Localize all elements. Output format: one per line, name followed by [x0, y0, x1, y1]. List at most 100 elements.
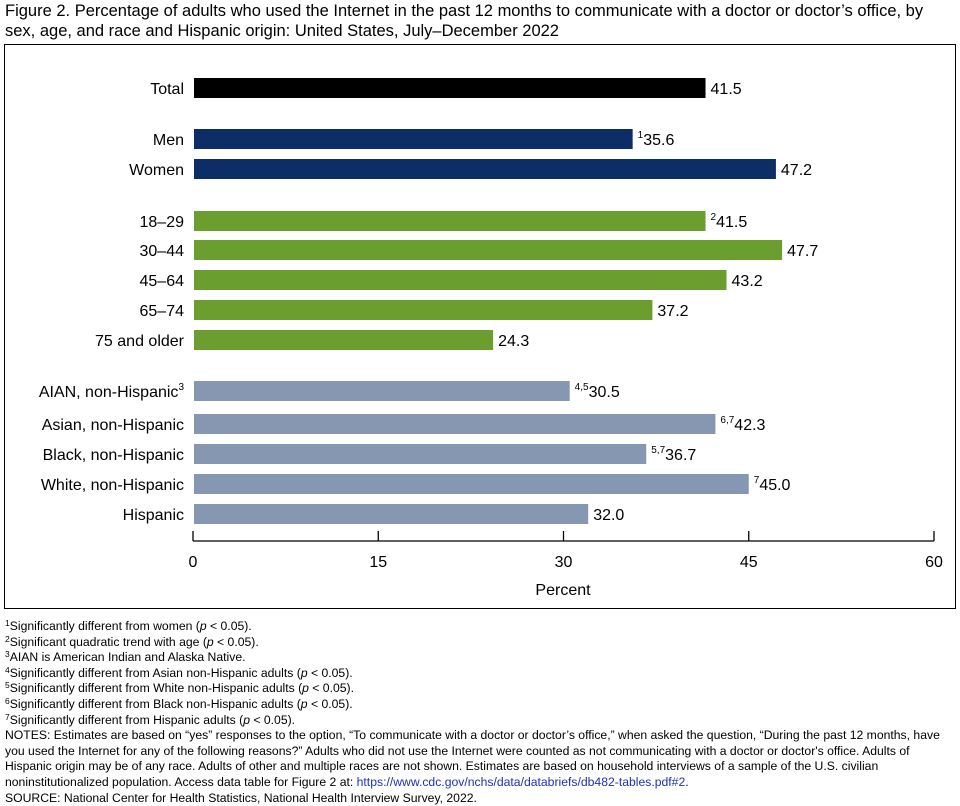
figure-title: Figure 2. Percentage of adults who used … [5, 2, 924, 40]
bar-age [194, 300, 653, 320]
category-label: Asian, non-Hispanic [42, 417, 184, 434]
footnote-marker: 5 [5, 680, 10, 691]
notes-section: 1Significantly different from women (p <… [5, 619, 955, 806]
data-table-link[interactable]: https://www.cdc.gov/nchs/data/databriefs… [356, 774, 686, 789]
bar-sex [194, 129, 633, 149]
value-label: 6,742.3 [720, 415, 765, 434]
bar-group: 45–64 43.2 [140, 270, 763, 290]
bar-group: 75 and older 24.3 [95, 330, 529, 350]
bar-race [194, 474, 749, 494]
value-label: 47.7 [787, 243, 818, 260]
value-label: 37.2 [657, 303, 688, 320]
p-symbol: p [199, 619, 207, 633]
bar-age [194, 330, 494, 350]
footnote-marker: 7 [5, 711, 10, 722]
footnote: 1Significantly different from women (p <… [5, 618, 252, 633]
footnote-marker: 3 [5, 649, 10, 660]
value-label: 41.5 [711, 81, 742, 98]
footnote-marker: 1 [5, 618, 10, 628]
category-label: Women [129, 162, 184, 179]
category-label: Men [153, 132, 184, 149]
value-number: 35.6 [643, 132, 674, 149]
footnote: 3AIAN is American Indian and Alaska Nati… [5, 649, 246, 665]
bar-age [194, 240, 783, 260]
category-label: 45–64 [140, 273, 185, 290]
value-superscript: 6,7 [720, 415, 734, 426]
notes-text: NOTES: Estimates are based on “yes” resp… [5, 728, 940, 789]
value-number: 30.5 [589, 384, 620, 401]
value-number: 41.5 [716, 214, 747, 231]
bar-group: 65–74 37.2 [140, 300, 689, 320]
notes-paragraph: NOTES: Estimates are based on “yes” resp… [5, 728, 955, 790]
value-label: 5,736.7 [651, 445, 696, 464]
value-label: 4,530.5 [575, 382, 620, 401]
bar-group: 30–44 47.7 [140, 240, 818, 260]
value-number: 42.3 [734, 417, 765, 434]
bar-age [194, 270, 727, 290]
x-tick-label: 45 [740, 554, 758, 571]
category-label: Total [150, 81, 184, 98]
bar-group: Men 135.6 [153, 129, 675, 149]
bar-group: Women 47.2 [129, 159, 812, 179]
value-label: 32.0 [593, 507, 624, 524]
notes-end: . [685, 774, 689, 789]
bar-race [194, 414, 716, 434]
category-label: 30–44 [140, 243, 185, 260]
bar-race [194, 444, 647, 464]
value-label: 47.2 [781, 162, 812, 179]
category-label: Black, non-Hispanic [43, 447, 184, 464]
x-tick-label: 0 [189, 554, 198, 571]
category-label: 65–74 [140, 303, 185, 320]
bar-group: White, non-Hispanic 745.0 [41, 474, 791, 494]
value-superscript: 1 [638, 130, 644, 141]
x-tick-label: 60 [925, 554, 943, 571]
bar-group: Black, non-Hispanic 5,736.7 [43, 444, 696, 464]
bar-group: AIAN, non-Hispanic3 4,530.5 [39, 381, 620, 401]
value-label: 745.0 [754, 475, 791, 494]
p-symbol: p [300, 665, 308, 680]
bar-group: Total 41.5 [150, 78, 742, 98]
chart-frame: Total 41.5 Men 135.6 Women 47.2 18–29 241.5 30–4… [4, 44, 956, 609]
footnotes-list: 1Significantly different from women (p <… [5, 619, 955, 728]
bar-group: Hispanic 32.0 [123, 504, 624, 524]
p-symbol: p [302, 681, 309, 696]
category-label: 18–29 [140, 214, 185, 231]
value-label: 43.2 [732, 273, 763, 290]
value-superscript: 5,7 [651, 445, 665, 456]
category-label: White, non-Hispanic [41, 477, 184, 494]
footnote-marker: 2 [5, 633, 10, 644]
p-symbol: p [243, 712, 250, 727]
category-label: Hispanic [123, 507, 184, 524]
value-number: 45.0 [759, 477, 790, 494]
value-superscript: 2 [711, 212, 717, 223]
footnote: 7Significantly different from Hispanic a… [5, 711, 296, 727]
footnote: 6Significantly different from Black non-… [5, 695, 353, 711]
bar-group: Asian, non-Hispanic 6,742.3 [42, 414, 766, 434]
footnote: 2Significant quadratic trend with age (p… [5, 633, 259, 649]
x-axis-title: Percent [535, 582, 591, 599]
footnote: 4Significantly different from Asian non-… [5, 664, 353, 680]
value-number: 36.7 [665, 447, 696, 464]
category-label: AIAN, non-Hispanic3 [39, 382, 185, 401]
category-label: 75 and older [95, 333, 185, 350]
footnote: 5Significantly different from White non-… [5, 680, 354, 696]
bar-age [194, 211, 706, 231]
bar-sex [194, 159, 776, 179]
bar-group: 18–29 241.5 [140, 211, 748, 231]
bar-total [194, 78, 706, 98]
x-tick-label: 15 [369, 554, 387, 571]
bar-race [194, 381, 570, 401]
bar-race [194, 504, 589, 524]
source-line: SOURCE: National Center for Health Stati… [5, 790, 477, 805]
x-tick-label: 30 [555, 554, 573, 571]
p-symbol: p [206, 634, 214, 649]
value-label: 241.5 [711, 212, 748, 231]
value-superscript: 7 [754, 475, 760, 486]
value-label: 24.3 [498, 333, 529, 350]
label-superscript: 3 [178, 382, 184, 393]
p-symbol: p [300, 696, 308, 711]
footnote-marker: 6 [5, 695, 10, 706]
value-label: 135.6 [638, 130, 675, 149]
footnote-marker: 4 [5, 664, 10, 675]
